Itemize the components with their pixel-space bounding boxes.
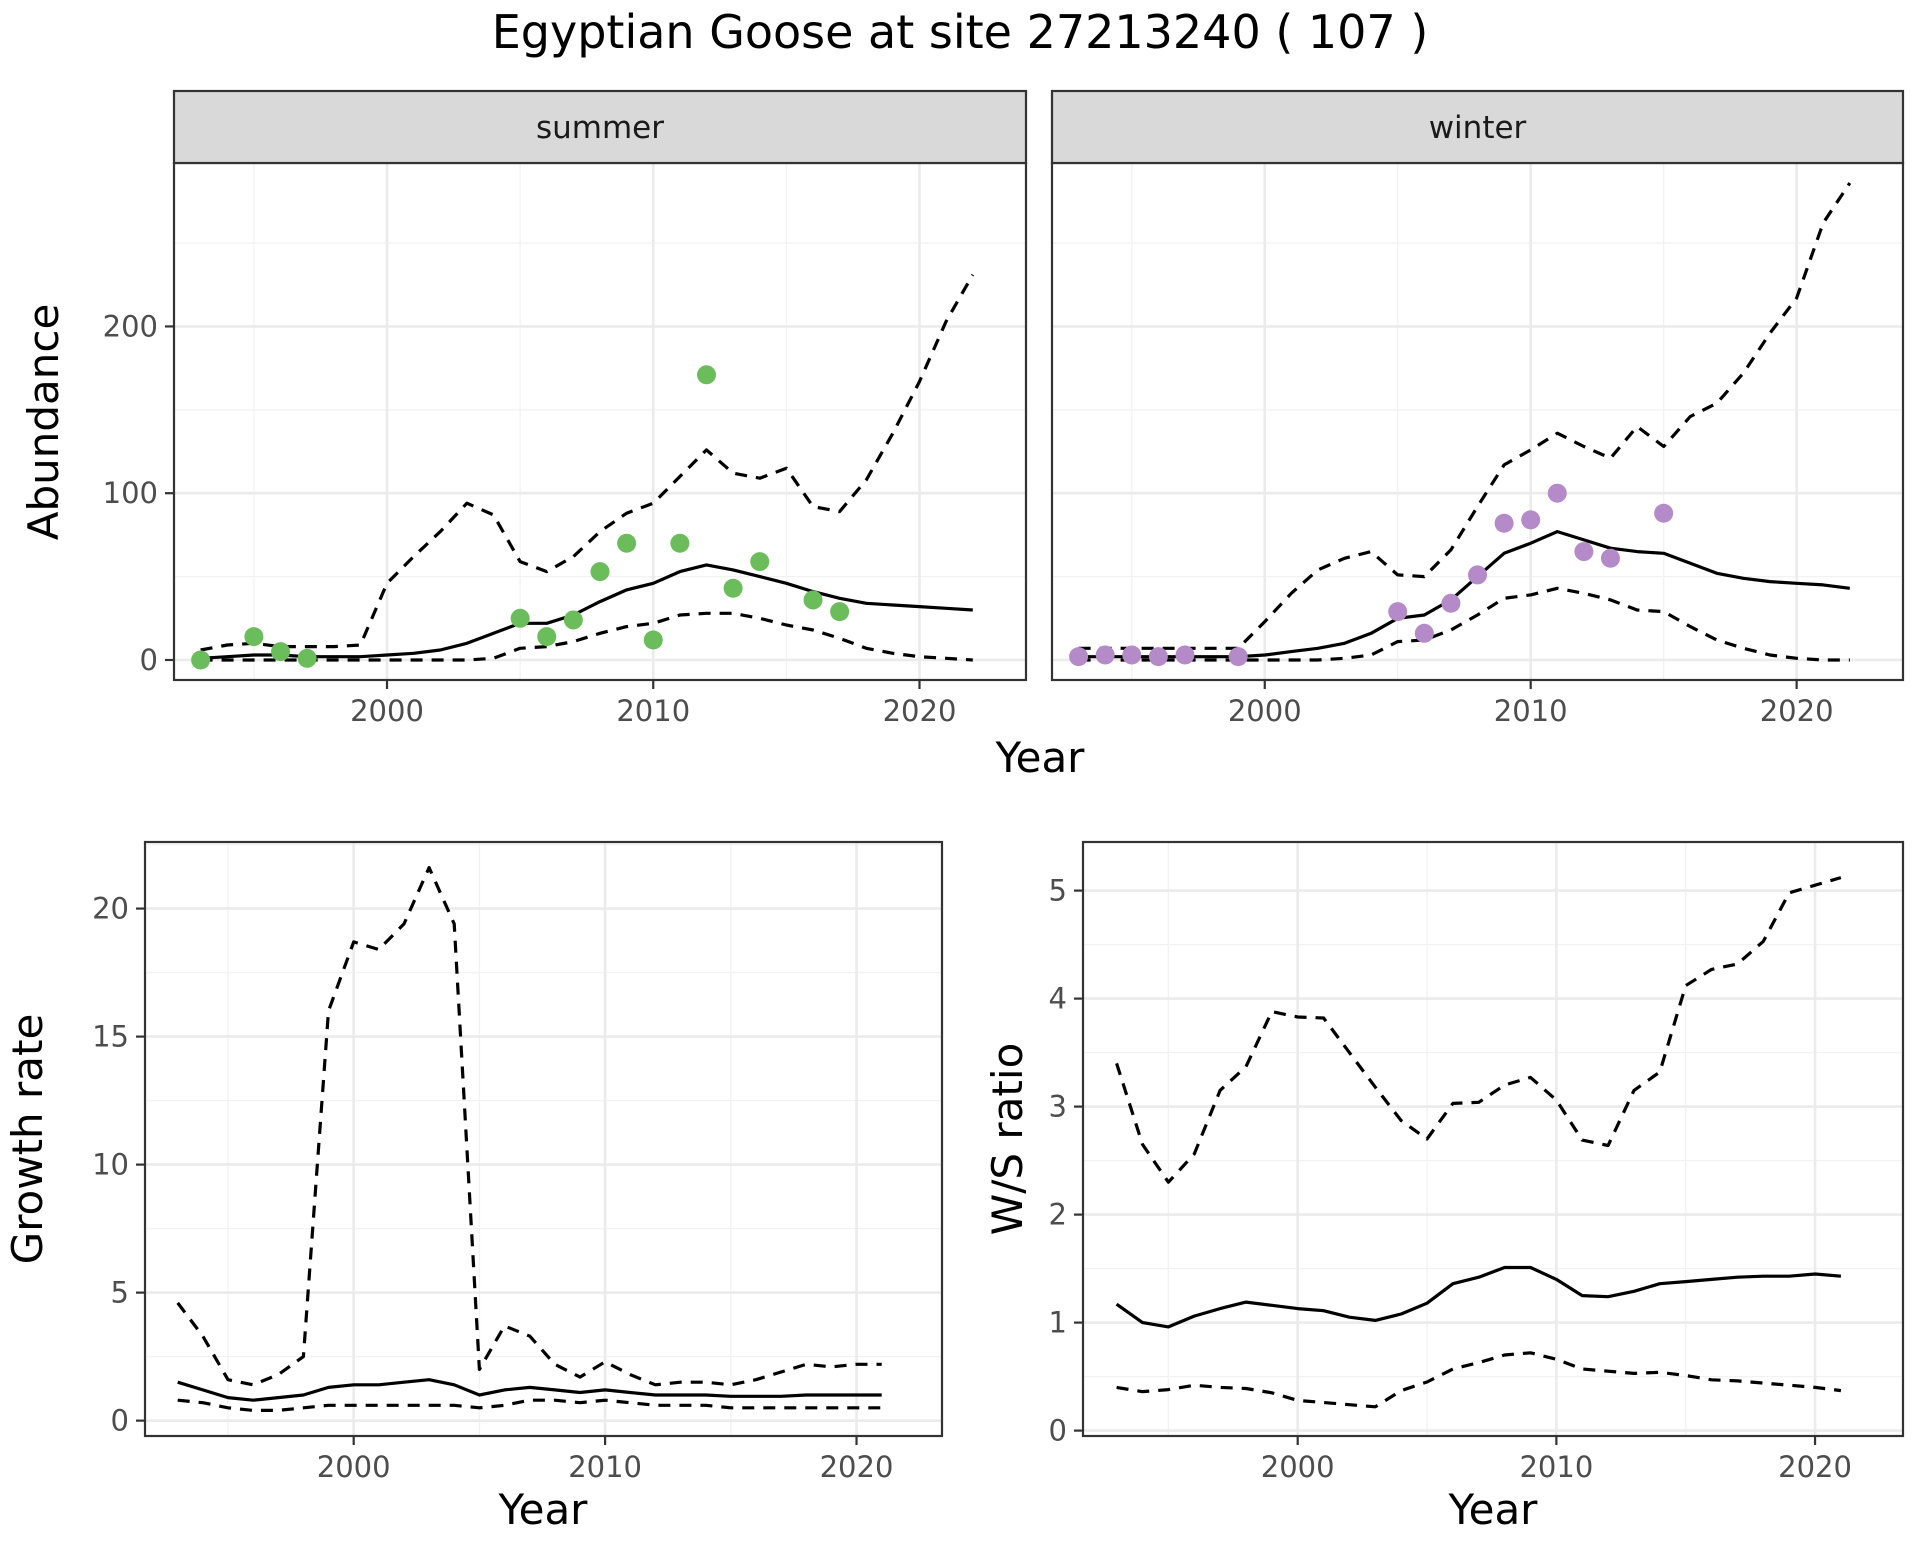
- summer-observed-point: [723, 578, 743, 598]
- x-tick-label: 2000: [1261, 1450, 1335, 1484]
- y-tick-label: 100: [103, 476, 158, 510]
- ratio-lower-line: [1116, 1351, 1842, 1409]
- x-tick-label: 2020: [820, 1450, 894, 1484]
- x-tick-label: 2010: [568, 1450, 642, 1484]
- winter-observed-point: [1388, 602, 1408, 622]
- winter-observed-point: [1148, 647, 1168, 667]
- summer-observed-point: [697, 365, 716, 385]
- summer-observed-point: [244, 627, 264, 647]
- y-tick-label: 0: [140, 643, 158, 677]
- winter-observed-point: [1494, 513, 1514, 533]
- winter-observed-point: [1122, 645, 1142, 665]
- summer-upper-line: [200, 273, 975, 652]
- winter-panel: winter 2000 2010 2020: [1050, 89, 1905, 728]
- summer-estimate-line: [200, 563, 973, 660]
- x-tick-label: 2010: [1519, 1450, 1593, 1484]
- y-axis-title: W/S ratio: [983, 1043, 1032, 1236]
- panel-border: [1081, 840, 1905, 1438]
- summer-observed-point: [803, 590, 823, 610]
- winter-observed-point: [1228, 647, 1248, 667]
- winter-observed-point: [1095, 645, 1115, 665]
- x-tick-label: 2020: [1778, 1450, 1852, 1484]
- y-tick-label: 5: [1049, 874, 1067, 908]
- growth-upper-line: [176, 865, 882, 1387]
- y-axis-title: Abundance: [19, 304, 68, 541]
- winter-observed-point: [1654, 503, 1674, 523]
- x-axis-title: Year: [1448, 1485, 1539, 1534]
- ratio-upper-line: [1115, 876, 1842, 1184]
- x-tick-label: 2020: [883, 694, 957, 728]
- y-tick-label: 10: [92, 1148, 129, 1182]
- x-tick-label: 2000: [350, 694, 424, 728]
- y-tick-label: 15: [92, 1020, 129, 1054]
- summer-observed-point: [590, 562, 610, 582]
- summer-observed-point: [670, 533, 690, 553]
- summer-observed-point: [617, 533, 637, 553]
- x-axis-title: Year: [498, 1485, 589, 1534]
- summer-observed-point: [643, 630, 663, 650]
- y-tick-label: 5: [111, 1276, 129, 1310]
- facet-label: summer: [536, 110, 664, 146]
- y-tick-label: 0: [1049, 1414, 1067, 1448]
- summer-observed-point: [510, 608, 530, 628]
- winter-estimate-line: [1078, 529, 1851, 659]
- x-tick-label: 2010: [1494, 694, 1568, 728]
- y-tick-label: 4: [1049, 982, 1067, 1016]
- summer-observed-point: [191, 650, 211, 670]
- winter-observed-point: [1547, 483, 1567, 503]
- growth-estimate-line: [177, 1378, 882, 1402]
- summer-observed-point: [271, 642, 290, 662]
- panel-border: [143, 840, 944, 1438]
- y-tick-label: 1: [1049, 1306, 1067, 1340]
- summer-observed-point: [750, 552, 770, 572]
- facet-strip: [172, 89, 1028, 165]
- x-tick-label: 2020: [1760, 694, 1834, 728]
- y-tick-label: 200: [103, 309, 158, 343]
- ws-ratio-panel: 2000 2010 2020 0 1 2 3 4 5 W/S ratio Year: [983, 840, 1905, 1534]
- y-tick-label: 2: [1049, 1198, 1067, 1232]
- x-tick-label: 2000: [1228, 694, 1302, 728]
- ratio-estimate-line: [1115, 1265, 1842, 1329]
- summer-observed-point: [563, 610, 583, 630]
- growth-lower-line: [177, 1398, 882, 1413]
- winter-observed-point: [1600, 548, 1620, 568]
- winter-observed-point: [1069, 647, 1089, 667]
- facet-x-axis-title: Year: [995, 733, 1086, 782]
- summer-panel: summer 2000 2010 2020 0 100 200 Abundance: [19, 89, 1028, 728]
- figure-title: Egyptian Goose at site 27213240 ( 107 ): [492, 5, 1429, 59]
- summer-observed-point: [830, 602, 850, 622]
- winter-upper-line: [1078, 182, 1852, 650]
- summer-lower-line: [200, 611, 973, 662]
- y-tick-label: 0: [111, 1404, 129, 1438]
- y-axis-title: Growth rate: [3, 1014, 52, 1265]
- winter-observed-point: [1441, 593, 1461, 613]
- facet-label: winter: [1429, 110, 1527, 146]
- x-tick-label: 2000: [317, 1450, 391, 1484]
- winter-observed-point: [1521, 510, 1541, 530]
- winter-lower-line: [1078, 586, 1850, 662]
- winter-observed-point: [1468, 565, 1487, 585]
- summer-observed-point: [537, 627, 557, 647]
- facet-strip: [1050, 89, 1905, 165]
- y-tick-label: 20: [92, 892, 129, 926]
- y-tick-label: 3: [1049, 1090, 1067, 1124]
- winter-observed-point: [1574, 542, 1594, 562]
- growth-rate-panel: 2000 2010 2020 0 5 10 15 20 Growth rate Year: [3, 840, 944, 1534]
- panel-border: [1050, 161, 1905, 682]
- summer-observed-point: [297, 648, 317, 668]
- winter-observed-point: [1414, 623, 1434, 643]
- winter-observed-point: [1175, 645, 1195, 665]
- x-tick-label: 2010: [616, 694, 690, 728]
